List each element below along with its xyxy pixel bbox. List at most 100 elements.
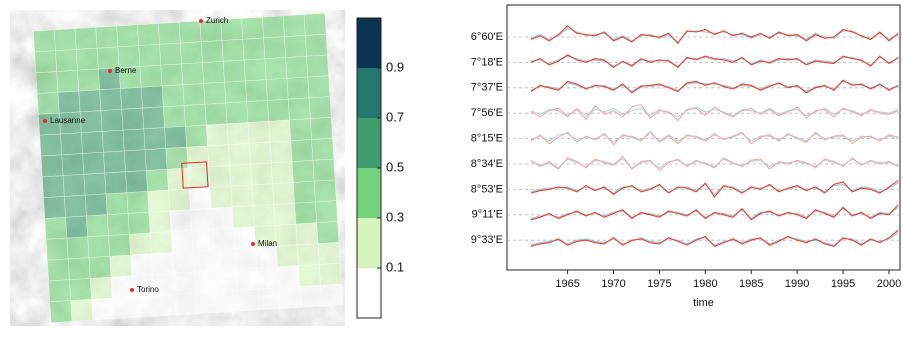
- map-cell: [250, 163, 272, 185]
- colorbar-segment: [357, 268, 381, 318]
- map-cell: [193, 250, 215, 272]
- map-cell: [298, 264, 320, 286]
- map-cell: [290, 119, 312, 141]
- map-cell: [172, 251, 194, 273]
- map-cell: [208, 145, 230, 167]
- map-cell: [249, 142, 271, 164]
- map-cell: [245, 80, 267, 102]
- map-cell: [88, 236, 110, 258]
- map-cell: [308, 76, 330, 98]
- map-cell: [143, 107, 165, 129]
- colorbar-segment: [357, 68, 381, 118]
- map-cell: [61, 133, 83, 155]
- map-cell: [120, 87, 142, 109]
- map-cell: [252, 184, 274, 206]
- map-cell: [144, 128, 166, 150]
- map-cell: [76, 48, 98, 70]
- city-label: Lausanne: [50, 116, 86, 125]
- map-cell: [275, 224, 297, 246]
- map-cell: [154, 294, 176, 316]
- map-cell: [243, 38, 265, 60]
- map-cell: [318, 242, 340, 264]
- city-dot: [130, 288, 134, 292]
- colorbar-segment: [357, 218, 381, 268]
- map-cell: [75, 27, 97, 49]
- map-cell: [66, 216, 88, 238]
- map-cell: [55, 49, 77, 71]
- map-cell: [96, 26, 118, 48]
- city-label: Berne: [115, 66, 137, 75]
- map-cell: [44, 196, 66, 218]
- colorbar-tick-label: 0.1: [386, 259, 404, 274]
- map-cell: [162, 85, 184, 107]
- city-dot: [251, 242, 255, 246]
- map-cell: [270, 141, 292, 163]
- map-cell: [151, 253, 173, 275]
- map-cell: [213, 228, 235, 250]
- row-label: 7°56'E: [471, 107, 503, 119]
- map-cell: [313, 159, 335, 181]
- x-tick-label: 2000: [877, 278, 901, 290]
- map-cell: [42, 176, 64, 198]
- map-cell: [86, 215, 108, 237]
- map-cell: [149, 211, 171, 233]
- map-cell: [196, 292, 218, 314]
- map-cell: [310, 117, 332, 139]
- map-cell: [222, 39, 244, 61]
- map-grid: [33, 13, 342, 322]
- x-tick-label: 1985: [739, 278, 763, 290]
- map-cell: [124, 150, 146, 172]
- map-cell: [106, 193, 128, 215]
- map-cell: [58, 91, 80, 113]
- map-cell: [110, 255, 132, 277]
- map-cell: [126, 171, 148, 193]
- city-dot: [43, 119, 47, 123]
- map-cell: [271, 162, 293, 184]
- map-cell: [182, 63, 204, 85]
- series-line: [531, 183, 898, 194]
- map-cell: [230, 164, 252, 186]
- x-tick-label: 1965: [555, 278, 579, 290]
- city-dot: [108, 69, 112, 73]
- map-cell: [297, 244, 319, 266]
- map-cell: [206, 124, 228, 146]
- map-cell: [101, 109, 123, 131]
- map-cell: [57, 70, 79, 92]
- map-cell: [216, 290, 238, 312]
- map-cell: [68, 258, 90, 280]
- map-cell: [49, 280, 71, 302]
- map-cell: [81, 131, 103, 153]
- city-label: Zurich: [206, 16, 228, 25]
- map-cell: [269, 120, 291, 142]
- series-line: [531, 26, 898, 44]
- row-label: 7°18'E: [471, 56, 503, 68]
- map-cell: [140, 65, 162, 87]
- map-cell: [133, 295, 155, 317]
- map-cell: [244, 59, 266, 81]
- row-label: 8°34'E: [471, 158, 503, 170]
- map-cell: [226, 102, 248, 124]
- map-cell: [273, 182, 295, 204]
- map-cell: [287, 77, 309, 99]
- map-cell: [279, 287, 301, 309]
- map-cell: [118, 46, 140, 68]
- map-cell: [202, 61, 224, 83]
- map-cell: [291, 140, 313, 162]
- map-cell: [109, 234, 131, 256]
- map-cell: [100, 89, 122, 111]
- map-cell: [64, 195, 86, 217]
- map-cell: [288, 98, 310, 120]
- x-tick-label: 1995: [831, 278, 855, 290]
- x-axis-label: time: [693, 297, 714, 309]
- map-cell: [304, 13, 326, 35]
- map-cell: [264, 37, 286, 59]
- map-cell: [78, 69, 100, 91]
- map-cell: [69, 278, 91, 300]
- series-line: [531, 233, 898, 246]
- map-cell: [63, 174, 85, 196]
- map-cell: [41, 155, 63, 177]
- row-label: 9°33'E: [471, 234, 503, 246]
- colorbar-tick-label: 0.5: [386, 159, 404, 174]
- map-cell: [305, 34, 327, 56]
- map-cell: [292, 160, 314, 182]
